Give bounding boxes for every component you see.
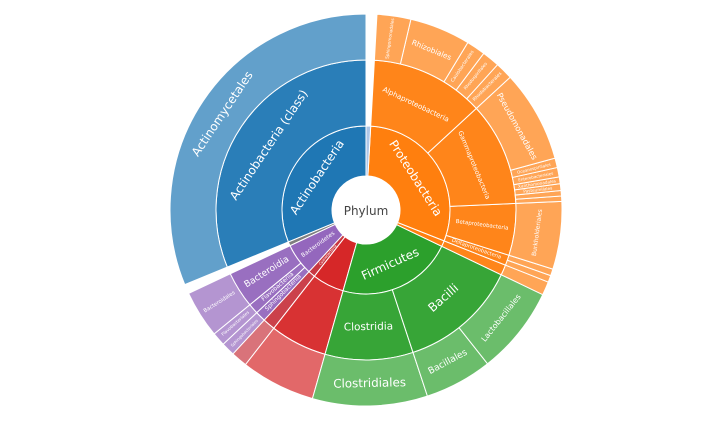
segment-sphingomonadales[interactable]: [373, 13, 412, 65]
label-pasteurellales: Pasteurellales: [523, 186, 553, 194]
center-label: Phylum: [344, 204, 389, 218]
label-enterobacteriales: Enterobacteriales: [518, 171, 554, 183]
label-clostridia: Clostridia: [344, 320, 393, 333]
label-clostridiales: Clostridiales: [333, 375, 406, 391]
label-sphingomonadales: Sphingomonadales: [384, 17, 396, 59]
label-xanthomonadales: Xanthomonadales: [518, 178, 557, 189]
sunburst-segments: [169, 13, 563, 407]
segment-actinomycetales[interactable]: [169, 13, 367, 286]
center-hole[interactable]: [332, 176, 400, 244]
